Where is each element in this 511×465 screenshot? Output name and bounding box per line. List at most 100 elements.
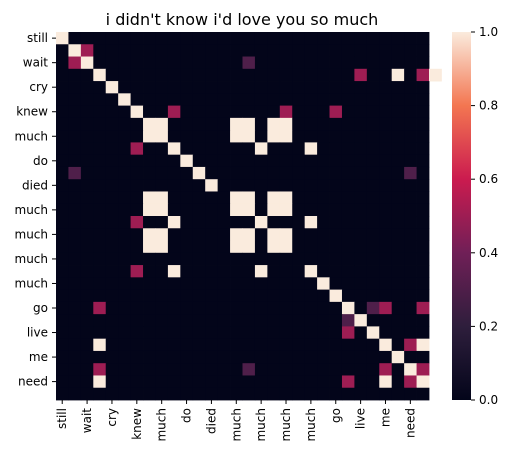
heatmap-cell — [118, 142, 131, 155]
heatmap-cell — [205, 191, 218, 204]
heatmap-cell — [342, 155, 355, 168]
heatmap-cell — [417, 93, 430, 106]
heatmap-cell — [193, 302, 206, 315]
heatmap-cell — [93, 228, 106, 241]
heatmap-cell — [292, 69, 305, 82]
heatmap-cell — [168, 142, 181, 155]
heatmap-cell — [267, 351, 280, 364]
heatmap-cell — [81, 179, 94, 192]
heatmap-cell — [155, 155, 168, 168]
heatmap-cell — [305, 388, 318, 401]
heatmap-cell — [267, 265, 280, 278]
heatmap-cell — [155, 191, 168, 204]
heatmap-cell — [106, 326, 119, 339]
heatmap-cell — [81, 241, 94, 254]
heatmap-cell — [404, 44, 417, 57]
y-tick-label: go — [33, 301, 48, 315]
heatmap-cell — [367, 241, 380, 254]
heatmap-cell — [267, 130, 280, 143]
heatmap-cell — [255, 191, 268, 204]
heatmap-cell — [230, 314, 243, 327]
heatmap-cell — [317, 167, 330, 180]
heatmap-cell — [330, 155, 343, 168]
heatmap-cell — [106, 106, 119, 119]
heatmap-cell — [243, 339, 256, 352]
heatmap-cell — [143, 191, 156, 204]
heatmap-cell — [280, 375, 293, 388]
heatmap-cell — [56, 326, 69, 339]
heatmap-cell — [379, 142, 392, 155]
heatmap-cell — [143, 32, 156, 45]
heatmap-cell — [131, 32, 144, 45]
heatmap-cell — [354, 118, 367, 131]
heatmap-cell — [118, 265, 131, 278]
heatmap-cell — [392, 375, 405, 388]
heatmap-cell — [118, 375, 131, 388]
heatmap-cell — [255, 388, 268, 401]
heatmap-cell — [193, 118, 206, 131]
heatmap-cell — [168, 326, 181, 339]
heatmap-cell — [131, 130, 144, 143]
heatmap-cell — [367, 191, 380, 204]
heatmap-cell — [68, 290, 81, 303]
heatmap-cell — [255, 314, 268, 327]
heatmap-cell — [168, 216, 181, 229]
heatmap-cell — [417, 265, 430, 278]
heatmap-cell — [243, 241, 256, 254]
heatmap-cell — [243, 216, 256, 229]
heatmap-cell — [317, 228, 330, 241]
heatmap-cell — [379, 57, 392, 70]
heatmap-cell — [404, 351, 417, 364]
heatmap-cell — [68, 93, 81, 106]
heatmap-cell — [168, 179, 181, 192]
heatmap-cell — [367, 32, 380, 45]
heatmap-cell — [93, 290, 106, 303]
x-tick-label: need — [403, 408, 417, 438]
heatmap-cell — [367, 57, 380, 70]
heatmap-cell — [305, 363, 318, 376]
heatmap-cell — [131, 314, 144, 327]
heatmap-cell — [392, 277, 405, 290]
heatmap-cell — [305, 179, 318, 192]
heatmap-cell — [143, 130, 156, 143]
heatmap-cell — [93, 118, 106, 131]
heatmap-cell — [118, 363, 131, 376]
heatmap-cell — [342, 204, 355, 217]
heatmap-cell — [243, 302, 256, 315]
heatmap-cell — [305, 241, 318, 254]
heatmap-cell — [143, 351, 156, 364]
heatmap-cell — [280, 142, 293, 155]
heatmap-cell — [243, 106, 256, 119]
y-tick-label: cry — [29, 80, 48, 94]
heatmap-cell — [168, 57, 181, 70]
heatmap-cell — [342, 44, 355, 57]
heatmap-cell — [205, 363, 218, 376]
heatmap-cell — [218, 314, 231, 327]
heatmap-cell — [379, 375, 392, 388]
heatmap-cell — [280, 314, 293, 327]
heatmap-cell — [317, 106, 330, 119]
y-tick-label: wait — [23, 56, 49, 70]
heatmap-cell — [317, 277, 330, 290]
heatmap-cell — [354, 375, 367, 388]
x-tick-label: live — [354, 408, 368, 429]
heatmap-cell — [317, 339, 330, 352]
heatmap-cell — [243, 155, 256, 168]
heatmap-cell — [305, 314, 318, 327]
heatmap-cell — [180, 155, 193, 168]
heatmap-cell — [168, 130, 181, 143]
heatmap-cell — [180, 253, 193, 266]
heatmap-cell — [131, 57, 144, 70]
heatmap-cell — [205, 314, 218, 327]
heatmap-cell — [367, 228, 380, 241]
heatmap-cell — [180, 326, 193, 339]
heatmap-cell — [280, 130, 293, 143]
heatmap-cell — [243, 93, 256, 106]
y-tick-label: much — [15, 276, 49, 290]
heatmap-cell — [193, 204, 206, 217]
heatmap-cells — [56, 32, 442, 400]
heatmap-cell — [354, 314, 367, 327]
heatmap-cell — [193, 339, 206, 352]
heatmap-cell — [280, 290, 293, 303]
heatmap-cell — [131, 302, 144, 315]
